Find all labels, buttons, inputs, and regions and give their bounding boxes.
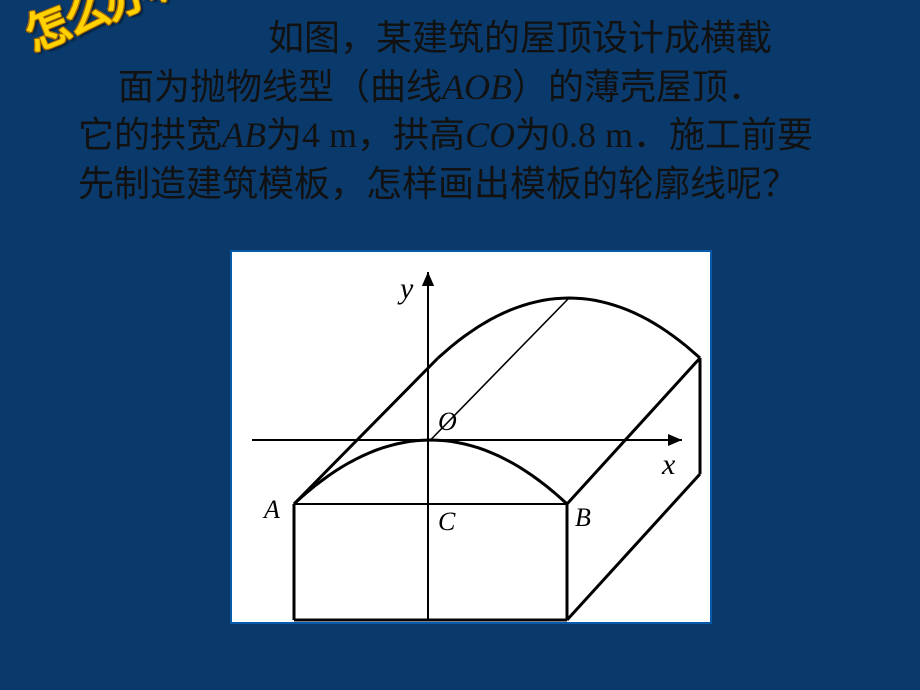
svg-text:x: x <box>661 448 676 481</box>
seg1: 如图，某建筑的屋顶设计成横截 <box>268 18 772 58</box>
seg3a: 它的拱宽 <box>78 115 222 155</box>
diagram-container: y x O A B C <box>230 250 712 624</box>
svg-text:y: y <box>397 272 414 305</box>
seg3b: 为4 m，拱高 <box>266 115 465 155</box>
seg2b: ）的薄壳屋顶． <box>512 67 764 107</box>
svg-text:B: B <box>575 503 591 532</box>
svg-text:O: O <box>438 407 457 436</box>
seg2a: 面为抛物线型（曲线 <box>118 67 442 107</box>
diagram-svg: y x O A B C <box>232 252 710 622</box>
svg-text:A: A <box>262 495 280 524</box>
seg3c: 为0.8 m．施工前要 <box>515 115 813 155</box>
svg-text:C: C <box>438 507 456 536</box>
label-aob: AOB <box>442 67 512 107</box>
problem-text: 如图，某建筑的屋顶设计成横截 面为抛物线型（曲线AOB）的薄壳屋顶． 它的拱宽A… <box>78 14 868 208</box>
seg4: 先制造建筑模板，怎样画出模板的轮廓线呢？ <box>78 164 798 204</box>
label-ab: AB <box>222 115 266 155</box>
label-co: CO <box>465 115 515 155</box>
